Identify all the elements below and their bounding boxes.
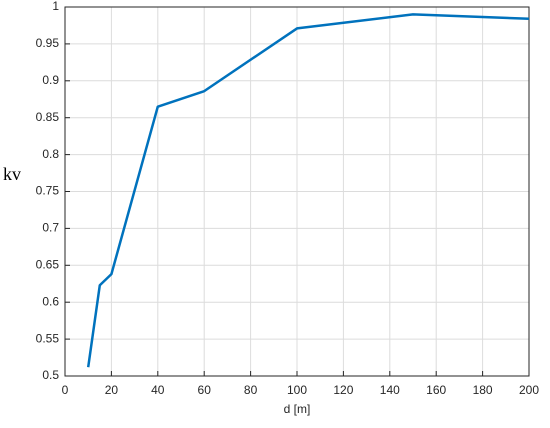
y-tick-label: 0.55	[36, 331, 60, 345]
data-line	[86, 13, 530, 368]
x-tick-label: 120	[333, 383, 353, 397]
y-axis-label: kv	[3, 164, 21, 184]
x-tick-label: 100	[287, 383, 307, 397]
x-axis-label: d [m]	[284, 402, 311, 416]
x-tick-label: 160	[426, 383, 446, 397]
x-tick-label: 40	[151, 383, 165, 397]
x-tick-label: 140	[380, 383, 400, 397]
x-tick-label: 180	[473, 383, 493, 397]
y-tick-label: 0.6	[42, 294, 59, 308]
y-tick-label: 0.75	[36, 184, 60, 198]
y-tick-label: 1	[52, 0, 59, 13]
plot-frame	[64, 6, 530, 377]
y-tick-label: 0.95	[36, 36, 60, 50]
y-tick-label: 0.5	[42, 368, 59, 382]
y-tick-label: 0.8	[42, 147, 59, 161]
y-tick-label: 0.9	[42, 73, 59, 87]
x-tick-label: 200	[519, 383, 539, 397]
y-tick-label: 0.65	[36, 257, 60, 271]
x-tick-label: 0	[62, 383, 69, 397]
y-tick-label: 0.85	[36, 110, 60, 124]
x-tick-label: 80	[244, 383, 258, 397]
x-tick-label: 20	[105, 383, 119, 397]
x-tick-label: 60	[198, 383, 212, 397]
y-tick-label: 0.7	[42, 221, 59, 235]
